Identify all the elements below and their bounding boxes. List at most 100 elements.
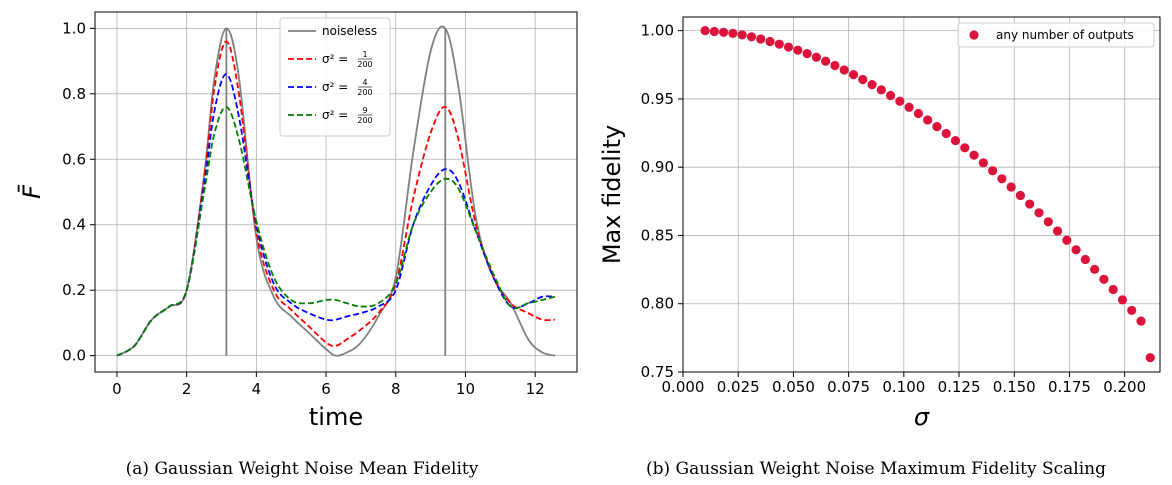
y-tick-label: 0.6 — [62, 150, 86, 168]
data-point — [1136, 316, 1146, 326]
legend-fraction-num: 1 — [362, 50, 367, 59]
data-point — [793, 45, 803, 55]
data-point — [997, 174, 1007, 184]
legend-label: any number of outputs — [996, 28, 1134, 42]
x-tick-label: 0.100 — [882, 378, 925, 396]
data-point — [774, 39, 784, 49]
y-tick-label: 0.75 — [641, 363, 674, 381]
legend-box — [279, 17, 391, 137]
series-line-0 — [116, 25, 556, 357]
x-tick-label: 0.000 — [662, 378, 705, 396]
y-tick-label: 0.95 — [641, 90, 674, 108]
data-point — [1099, 274, 1109, 284]
data-point — [867, 79, 877, 90]
data-point — [950, 135, 961, 146]
x-tick-label: 6 — [321, 380, 331, 398]
y-tick-label: 1.00 — [641, 22, 674, 40]
data-point — [1127, 305, 1137, 316]
data-point — [746, 32, 757, 42]
chart-a-grid — [95, 12, 577, 372]
legend-label-0: noiseless — [322, 24, 377, 38]
y-tick-label: 1.0 — [62, 19, 86, 37]
x-tick-label: 0.125 — [938, 378, 981, 396]
data-point — [876, 85, 886, 95]
chart-b-plot-area — [683, 17, 1160, 372]
x-tick-label: 2 — [182, 380, 192, 398]
x-tick-label: 4 — [252, 380, 262, 398]
data-point — [895, 96, 905, 106]
chart-a: 0 2 4 6 8 10 12 0.0 0.2 0.4 0.6 0.8 1.0 time F̄ noi… — [17, 11, 578, 431]
data-point — [1034, 208, 1044, 218]
legend-marker — [969, 30, 979, 40]
data-point — [783, 42, 794, 52]
data-point — [885, 90, 896, 101]
x-tick-label: 0.050 — [772, 378, 815, 396]
chart-a-series — [116, 25, 556, 357]
y-tick-label: 0.0 — [62, 347, 86, 365]
legend-fraction-num: 9 — [362, 106, 367, 115]
x-tick-label: 0.200 — [1103, 378, 1146, 396]
data-point — [904, 102, 914, 112]
x-tick-label: 10 — [456, 380, 475, 398]
legend-label-prefix: σ² = — [322, 80, 348, 94]
chart-b: 0.000 0.025 0.050 0.075 0.100 0.125 0.150 0.175… — [598, 16, 1161, 431]
x-tick-label: 0.150 — [993, 378, 1036, 396]
data-point — [1117, 295, 1128, 305]
data-point — [1052, 226, 1063, 236]
y-tick-label: 0.4 — [62, 216, 86, 234]
data-point — [932, 122, 942, 132]
legend-fraction-den: 200 — [357, 60, 372, 69]
data-point — [848, 70, 859, 80]
chart-b-legend: any number of outputs — [957, 22, 1155, 48]
data-point — [988, 166, 998, 176]
y-tick-label: 0.90 — [641, 158, 674, 176]
series-line-3 — [116, 106, 556, 357]
chart-a-y-ticks: 0.0 0.2 0.4 0.6 0.8 1.0 — [62, 19, 95, 365]
caption-b: (b) Gaussian Weight Noise Maximum Fideli… — [646, 459, 1106, 479]
data-point — [765, 36, 775, 47]
data-point — [830, 60, 840, 71]
x-tick-label: 0.075 — [827, 378, 870, 396]
data-point — [969, 150, 979, 160]
data-point — [811, 52, 821, 62]
data-point — [821, 56, 831, 66]
data-point — [700, 26, 710, 36]
chart-a-x-ticks: 0 2 4 6 8 10 12 — [112, 372, 545, 398]
x-tick-label: 0 — [112, 380, 122, 398]
chart-b-y-label: Max fidelity — [598, 125, 626, 264]
chart-a-x-label: time — [309, 403, 363, 431]
legend-label-prefix: σ² = — [322, 52, 348, 66]
data-point — [1025, 199, 1035, 209]
data-point — [709, 26, 719, 37]
chart-b-x-label: σ — [914, 403, 930, 431]
data-point — [913, 108, 924, 119]
chart-a-y-label: F̄ — [17, 184, 46, 199]
data-point — [1062, 235, 1072, 245]
data-point — [1145, 353, 1155, 363]
chart-b-y-ticks: 0.75 0.80 0.85 0.90 0.95 1.00 — [641, 22, 683, 381]
data-point — [839, 65, 849, 75]
data-point — [1015, 190, 1026, 201]
x-tick-label: 12 — [526, 380, 545, 398]
y-tick-label: 0.85 — [641, 226, 674, 244]
data-point — [941, 128, 951, 139]
data-point — [802, 48, 812, 59]
data-point — [737, 30, 747, 40]
chart-b-points — [700, 26, 1155, 363]
data-point — [858, 74, 868, 85]
data-point — [719, 27, 729, 37]
data-point — [1090, 264, 1100, 274]
legend-fraction-den: 200 — [357, 88, 372, 97]
data-point — [1080, 254, 1090, 265]
x-tick-label: 0.025 — [717, 378, 760, 396]
legend-fraction-den: 200 — [357, 116, 372, 125]
chart-a-frame — [94, 11, 578, 373]
x-tick-label: 8 — [391, 380, 401, 398]
data-point — [1043, 217, 1053, 227]
legend-label-prefix: σ² = — [322, 108, 348, 122]
